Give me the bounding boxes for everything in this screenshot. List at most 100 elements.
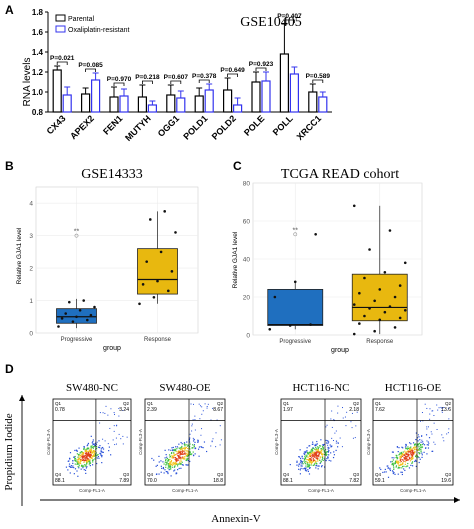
data-point: [167, 289, 170, 293]
event-dot: [94, 454, 97, 456]
event-dot: [96, 457, 98, 459]
event-dot: [419, 446, 422, 448]
event-dot: [308, 454, 311, 457]
p-value-label: P=0.085: [78, 62, 103, 69]
data-point: [363, 314, 366, 318]
p-value-label: P=0.378: [192, 73, 217, 80]
event-dot: [448, 428, 450, 430]
event-dot: [421, 443, 423, 446]
event-dot: [403, 465, 405, 467]
event-dot: [387, 465, 389, 467]
quadrant-name: Q3: [123, 472, 130, 477]
event-dot: [90, 450, 92, 452]
event-dot: [410, 457, 412, 459]
event-dot: [412, 446, 415, 449]
event-dot: [86, 457, 88, 459]
event-dot: [192, 419, 194, 421]
event-dot: [82, 455, 84, 457]
event-dot: [79, 452, 82, 454]
event-dot: [304, 468, 306, 470]
event-dot: [85, 464, 87, 466]
quadrant-value: 70.0: [147, 478, 157, 484]
event-dot: [100, 453, 102, 455]
event-dot: [170, 475, 172, 477]
event-dot: [82, 456, 85, 458]
event-dot: [199, 418, 201, 420]
event-dot: [105, 405, 107, 407]
event-dot: [331, 426, 333, 428]
event-dot: [95, 446, 98, 448]
event-dot: [426, 453, 428, 455]
event-dot: [427, 444, 430, 446]
event-dot: [126, 436, 128, 438]
event-dot: [78, 447, 80, 449]
event-dot: [181, 452, 184, 454]
outlier-point: [293, 232, 298, 237]
event-dot: [422, 443, 424, 445]
event-dot: [170, 452, 173, 455]
panel-b-title: GSE14333: [81, 167, 142, 182]
event-dot: [172, 455, 174, 457]
event-dot: [396, 456, 398, 458]
event-dot: [181, 453, 184, 455]
event-dot: [395, 456, 397, 459]
event-dot: [407, 451, 409, 453]
event-dot: [420, 441, 422, 443]
event-dot: [90, 457, 93, 459]
bar: [137, 96, 147, 113]
event-dot: [202, 410, 204, 412]
event-dot: [344, 416, 346, 418]
x-tick-label: POLE: [242, 113, 266, 137]
data-point: [89, 313, 93, 317]
event-dot: [178, 456, 180, 458]
event-dot: [318, 465, 320, 467]
event-dot: [179, 457, 181, 459]
event-dot: [431, 410, 433, 412]
event-dot: [431, 450, 433, 452]
event-dot: [87, 447, 89, 450]
event-dot: [402, 453, 404, 455]
x-tick-label: OGG1: [156, 113, 181, 138]
event-dot: [407, 453, 410, 455]
event-dot: [425, 434, 428, 436]
data-point: [363, 276, 366, 280]
event-dot: [328, 447, 330, 449]
significance-bracket: [85, 68, 96, 72]
event-dot: [315, 453, 317, 455]
event-dot: [184, 443, 186, 445]
event-dot: [323, 451, 325, 453]
y-tick-label: 0.8: [32, 108, 44, 117]
panel-c-letter: C: [233, 159, 242, 173]
event-dot: [165, 459, 167, 461]
event-dot: [182, 464, 184, 466]
event-dot: [328, 449, 330, 452]
event-dot: [400, 453, 403, 455]
event-dot: [337, 412, 339, 414]
data-point: [383, 310, 387, 314]
event-dot: [186, 459, 188, 461]
event-dot: [174, 465, 176, 467]
y-tick-label: 4: [29, 201, 33, 208]
event-dot: [417, 440, 419, 442]
event-dot: [90, 446, 92, 448]
event-dot: [394, 460, 397, 462]
event-dot: [167, 465, 170, 467]
event-dot: [298, 456, 301, 458]
event-dot: [67, 469, 69, 471]
event-dot: [90, 449, 93, 452]
event-dot: [315, 456, 317, 458]
event-dot: [427, 447, 430, 449]
event-dot: [400, 451, 403, 454]
event-dot: [207, 403, 209, 405]
event-dot: [173, 452, 175, 454]
event-dot: [316, 440, 318, 443]
event-dot: [70, 465, 72, 467]
event-dot: [70, 466, 72, 468]
data-point: [352, 204, 356, 208]
event-dot: [399, 456, 402, 458]
event-dot: [327, 448, 329, 450]
event-dot: [305, 463, 307, 465]
event-dot: [433, 415, 435, 417]
event-dot: [169, 456, 171, 458]
event-dot: [167, 460, 169, 462]
